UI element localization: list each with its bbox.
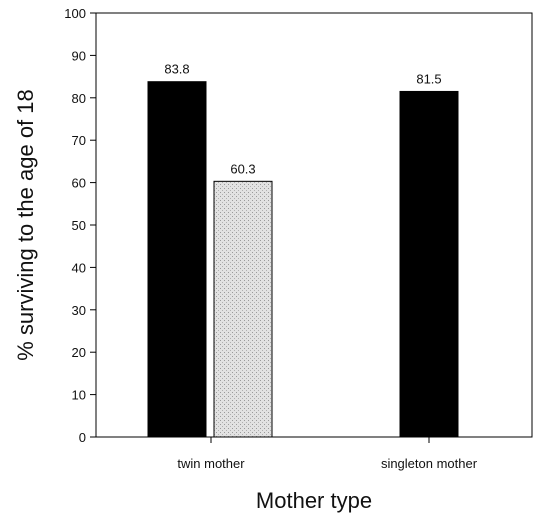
y-tick-label: 40 — [72, 260, 86, 275]
bar — [213, 180, 273, 438]
y-tick-label: 0 — [79, 430, 86, 445]
y-axis-title: % surviving to the age of 18 — [13, 89, 38, 361]
x-axis-title: Mother type — [256, 488, 372, 513]
bar-value-label: 60.3 — [230, 161, 255, 176]
x-category-label: twin mother — [177, 456, 245, 471]
bar — [147, 81, 207, 438]
y-tick-label: 50 — [72, 218, 86, 233]
y-tick-label: 90 — [72, 48, 86, 63]
y-tick-label: 60 — [72, 176, 86, 191]
bar-value-label: 83.8 — [164, 62, 189, 77]
y-tick-label: 100 — [64, 6, 86, 21]
y-tick-label: 20 — [72, 345, 86, 360]
bar — [399, 90, 459, 438]
y-axis: 0 10 20 30 40 50 60 70 80 90 100 — [64, 6, 96, 445]
x-category-label: singleton mother — [381, 456, 478, 471]
category-labels: twin mother singleton mother — [177, 437, 478, 471]
bar-value-label: 81.5 — [416, 71, 441, 86]
y-tick-label: 70 — [72, 133, 86, 148]
y-tick-label: 80 — [72, 91, 86, 106]
bars — [147, 81, 459, 438]
y-tick-label: 10 — [72, 388, 86, 403]
y-tick-label: 30 — [72, 303, 86, 318]
data-labels: 83.8 60.3 81.5 — [164, 62, 441, 177]
